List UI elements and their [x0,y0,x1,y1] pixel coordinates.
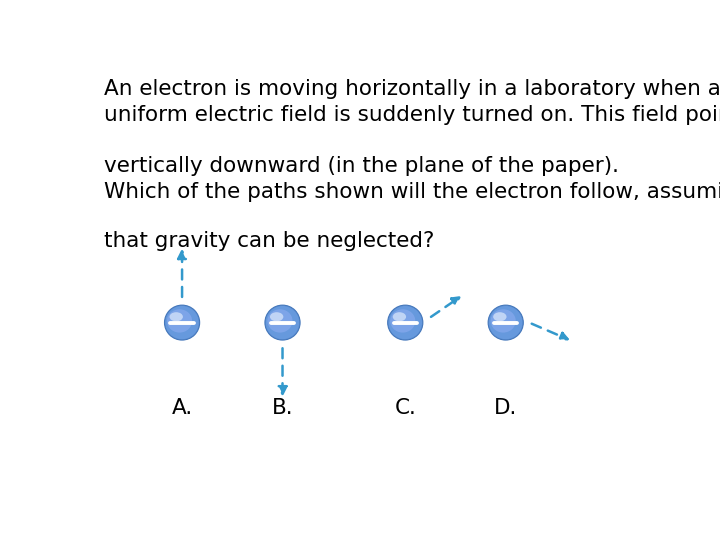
Ellipse shape [490,309,516,333]
Text: An electron is moving horizontally in a laboratory when a: An electron is moving horizontally in a … [104,79,720,99]
Ellipse shape [493,312,507,321]
Ellipse shape [392,312,406,321]
Text: uniform electric field is suddenly turned on. This field points: uniform electric field is suddenly turne… [104,105,720,125]
Ellipse shape [488,305,523,340]
Ellipse shape [267,309,292,333]
Text: that gravity can be neglected?: that gravity can be neglected? [104,231,434,251]
Text: A.: A. [171,398,193,418]
Text: Which of the paths shown will the electron follow, assuming: Which of the paths shown will the electr… [104,182,720,202]
Ellipse shape [169,312,183,321]
Ellipse shape [389,306,422,339]
Text: B.: B. [271,398,293,418]
Text: vertically downward (in the plane of the paper).: vertically downward (in the plane of the… [104,156,619,176]
Ellipse shape [270,312,284,321]
Ellipse shape [265,305,300,340]
Text: D.: D. [494,398,518,418]
Ellipse shape [167,309,192,333]
Ellipse shape [489,306,523,339]
Ellipse shape [387,305,423,340]
Ellipse shape [390,309,415,333]
Ellipse shape [266,306,300,339]
Text: C.: C. [395,398,416,418]
Ellipse shape [164,305,199,340]
Ellipse shape [166,306,199,339]
